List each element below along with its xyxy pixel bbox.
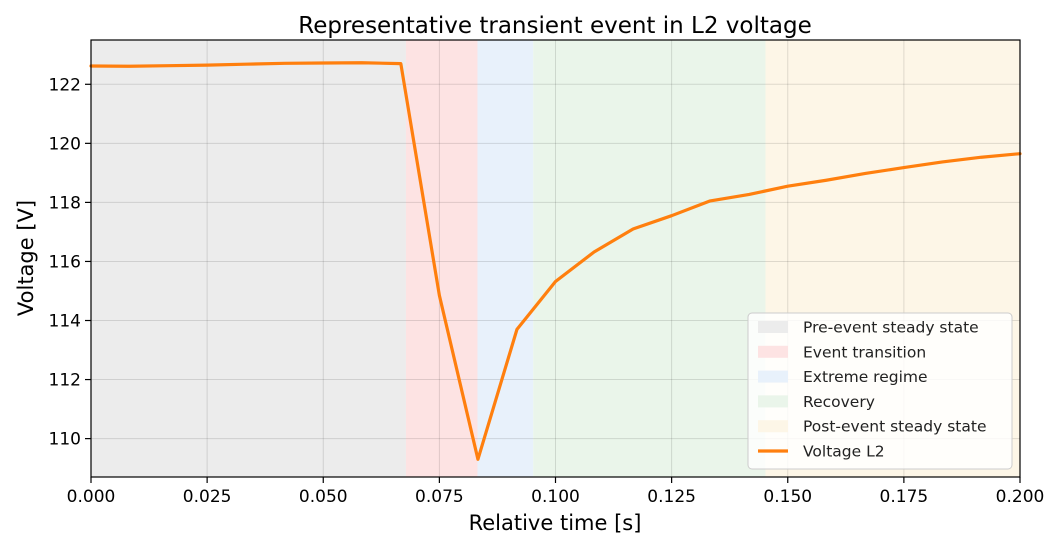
series-line-voltage-l2 <box>89 61 1022 461</box>
y-axis: 110 112 114 116 118 120 122 <box>49 75 91 450</box>
y-tick-label: 110 <box>49 430 81 450</box>
x-tick-label: 0.075 <box>415 487 464 507</box>
region-0 <box>91 40 406 477</box>
y-tick-label: 120 <box>49 134 81 154</box>
x-tick-label: 0.175 <box>880 487 929 507</box>
y-tick-label: 112 <box>49 371 81 391</box>
legend-label: Event transition <box>803 343 926 361</box>
y-tick-label: 122 <box>49 75 81 95</box>
region-2 <box>477 40 534 477</box>
legend-label: Voltage L2 <box>803 443 885 461</box>
legend-swatch <box>758 420 788 433</box>
legend-label: Post-event steady state <box>803 418 987 436</box>
x-tick-label: 0.000 <box>67 487 116 507</box>
x-axis: 0.000 0.025 0.050 0.075 0.100 0.125 0.150 0.175… <box>67 477 1045 507</box>
y-tick-label: 116 <box>49 252 81 272</box>
series-layer <box>89 61 1022 461</box>
x-tick-label: 0.150 <box>763 487 812 507</box>
legend-label: Recovery <box>803 393 875 411</box>
region-3 <box>533 40 766 477</box>
x-axis-title: Relative time [s] <box>469 511 642 535</box>
chart-title: Representative transient event in L2 vol… <box>298 13 811 39</box>
legend-label: Pre-event steady state <box>803 319 979 337</box>
legend-label: Extreme regime <box>803 368 928 386</box>
legend-swatch <box>758 321 788 333</box>
x-tick-label: 0.025 <box>183 487 232 507</box>
y-tick-label: 118 <box>49 193 81 213</box>
legend-swatch <box>758 345 788 358</box>
y-axis-title: Voltage [V] <box>14 200 38 316</box>
x-tick-label: 0.200 <box>996 487 1045 507</box>
legend-swatch <box>758 370 788 383</box>
x-tick-label: 0.050 <box>299 487 348 507</box>
legend-swatch <box>758 395 788 408</box>
y-tick-label: 114 <box>49 312 81 332</box>
legend-box <box>747 312 1013 470</box>
x-tick-label: 0.100 <box>531 487 580 507</box>
legend: Pre-event steady state Event transition Ex… <box>747 312 1013 470</box>
x-tick-label: 0.125 <box>647 487 696 507</box>
